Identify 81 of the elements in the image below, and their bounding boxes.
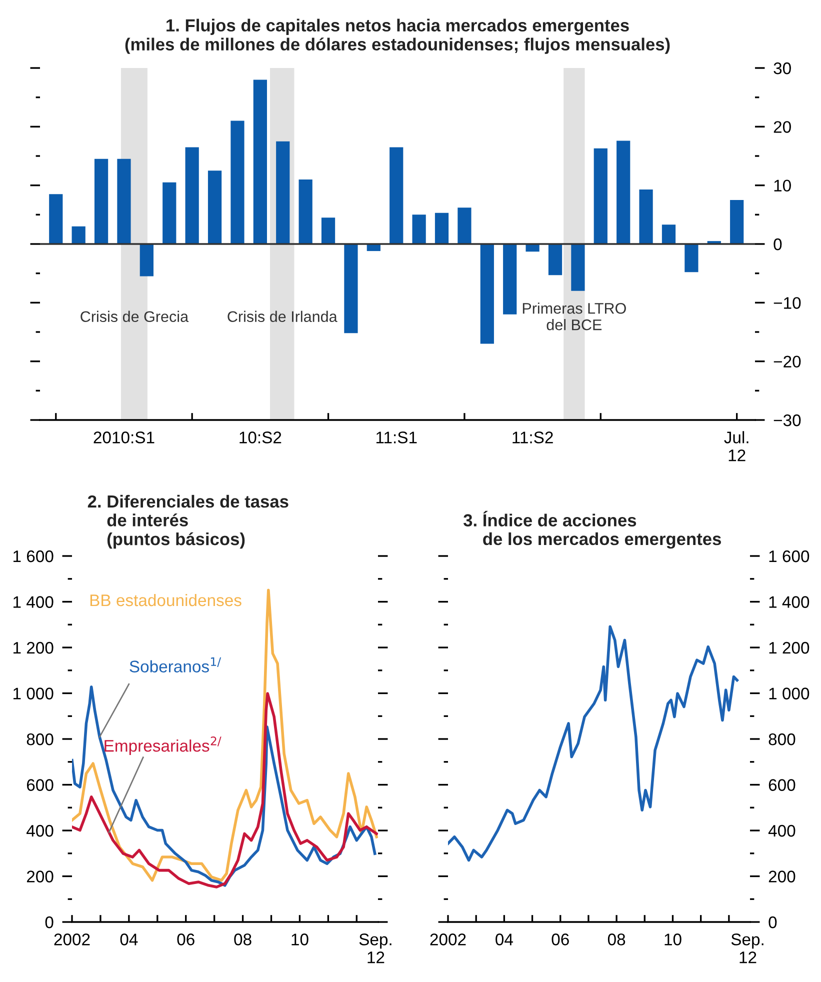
- y-tick-label: 0: [768, 916, 777, 928]
- bar: [684, 244, 698, 272]
- y-tick-label: 1 200: [14, 642, 54, 654]
- bar: [344, 244, 358, 334]
- band-label: Primeras LTRO del BCE: [522, 302, 626, 330]
- text: Empresariales$^{2/}$: [104, 736, 222, 756]
- bar: [185, 147, 199, 244]
- bar: [117, 158, 131, 244]
- y-tick-label: 600: [768, 779, 796, 791]
- y-tick-label: 20: [774, 121, 791, 133]
- bar: [162, 182, 176, 244]
- y-tick-label: 800: [26, 733, 54, 746]
- line-series: [72, 588, 378, 882]
- bar: [140, 244, 154, 276]
- y-tick-label: 600: [26, 779, 54, 791]
- bar: [321, 218, 336, 244]
- line-series: [448, 625, 738, 862]
- y-tick-label: 1 000: [14, 688, 54, 700]
- chart-title: 3. Índice de acciones de los mercados emergentes: [464, 510, 721, 549]
- y-tick-label: −30: [774, 414, 801, 426]
- series-label: BB estadounidenses: [90, 594, 242, 606]
- y-tick-label: 1 400: [769, 596, 810, 608]
- band-label: Crisis de Irlanda: [228, 310, 338, 322]
- bar: [208, 170, 222, 244]
- x-tick-label: Sep. 12: [359, 934, 392, 964]
- y-tick-label: 1 400: [14, 596, 54, 608]
- y-tick-label: 10: [774, 180, 791, 192]
- y-tick-label: 30: [774, 62, 791, 74]
- x-tick-label: Jul. 12: [724, 431, 748, 462]
- bar: [548, 244, 562, 276]
- bar: [458, 208, 472, 244]
- x-tick-label: Sep. 12: [731, 934, 764, 964]
- bar: [616, 140, 630, 244]
- bar: [390, 147, 404, 244]
- bar: [253, 80, 267, 244]
- x-tick-label: 06: [177, 934, 194, 946]
- bar: [230, 120, 244, 244]
- x-tick-label: 2002: [430, 934, 466, 946]
- bar: [571, 244, 585, 291]
- bar: [94, 158, 108, 244]
- y-tick-label: 200: [26, 870, 54, 882]
- bar: [662, 224, 676, 244]
- x-tick-label: 10: [664, 934, 682, 946]
- x-tick-label: 04: [120, 934, 138, 946]
- bar: [72, 226, 86, 244]
- y-tick-label: 400: [26, 824, 54, 837]
- chart-title: 1. Flujos de capitales netos hacia mercados emergentes (miles de millones de dólares estadounidenses; flujos mensuales): [125, 18, 670, 54]
- bar: [276, 141, 290, 244]
- bar: [480, 244, 494, 344]
- y-tick-label: 1 600: [14, 550, 54, 562]
- x-tick-label: 11:S2: [512, 432, 553, 444]
- y-tick-label: 200: [768, 870, 796, 882]
- bar: [298, 179, 312, 244]
- x-tick-label: 08: [608, 934, 626, 946]
- bar: [412, 214, 426, 244]
- bar: [730, 200, 744, 244]
- bar: [639, 189, 653, 244]
- y-tick-label: 0: [774, 238, 782, 250]
- y-tick-label: 1 600: [769, 550, 810, 562]
- x-tick-label: 10: [292, 934, 308, 946]
- x-tick-label: 2010:S1: [94, 432, 154, 444]
- x-tick-label: 06: [552, 934, 569, 946]
- y-tick-label: −10: [774, 297, 801, 309]
- chart-title: 2. Diferenciales de tasas de interés (puntos básicos): [88, 494, 288, 549]
- text: Soberanos$^{1/}$: [130, 657, 222, 672]
- bar: [49, 194, 63, 244]
- y-tick-label: −20: [774, 356, 801, 368]
- y-tick-label: 1 200: [769, 642, 810, 654]
- x-tick-label: 10:S2: [240, 432, 282, 444]
- bar: [503, 244, 517, 314]
- x-tick-label: 2002: [54, 934, 90, 946]
- x-tick-label: 11:S1: [376, 432, 417, 444]
- bar: [434, 212, 449, 244]
- bar: [594, 148, 608, 244]
- y-tick-label: 1 000: [769, 688, 810, 700]
- band-label: Crisis de Grecia: [80, 310, 189, 322]
- y-tick-label: 0: [45, 916, 54, 928]
- x-tick-label: 04: [496, 934, 513, 946]
- y-tick-label: 400: [768, 824, 796, 837]
- y-tick-label: 800: [768, 733, 796, 746]
- x-tick-label: 08: [234, 934, 252, 946]
